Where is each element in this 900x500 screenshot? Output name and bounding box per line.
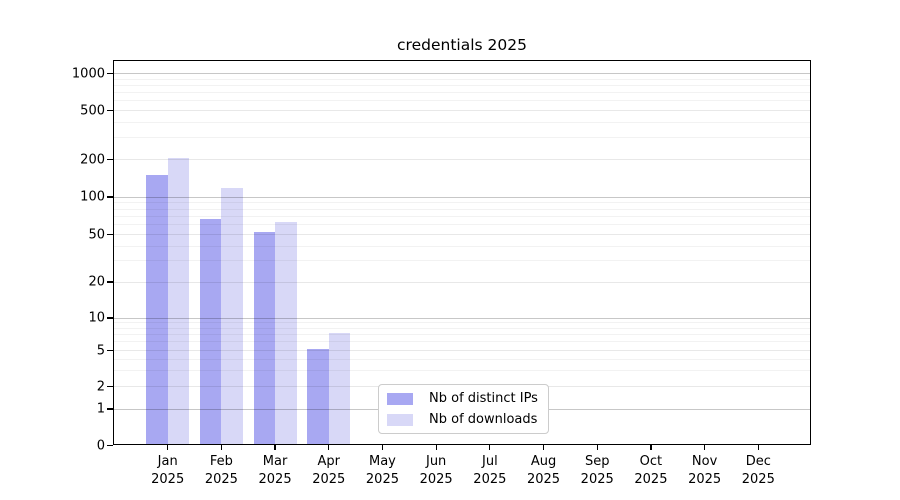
x-tick-mark bbox=[542, 444, 545, 450]
y-tick-label: 0 bbox=[96, 438, 105, 453]
bar-distinct-ips-jan bbox=[146, 175, 168, 444]
bar-downloads-feb bbox=[221, 187, 243, 444]
x-tick-label: Apr 2025 bbox=[312, 454, 346, 487]
gridline bbox=[114, 121, 810, 123]
gridline bbox=[114, 281, 810, 283]
x-tick-label: Mar 2025 bbox=[258, 454, 292, 487]
gridline bbox=[114, 215, 810, 217]
y-tick-mark bbox=[107, 109, 113, 112]
y-tick-label: 500 bbox=[80, 103, 105, 118]
y-tick-mark bbox=[107, 72, 113, 75]
x-tick-label: Jun 2025 bbox=[419, 454, 453, 487]
y-tick-label: 10 bbox=[88, 310, 105, 326]
x-tick-mark bbox=[435, 444, 437, 450]
legend-entry-distinct-ips: Nb of distinct IPs bbox=[387, 391, 538, 406]
x-tick-mark bbox=[274, 444, 276, 450]
x-tick-label: Jan 2025 bbox=[151, 454, 185, 487]
x-tick-label: Dec 2025 bbox=[741, 454, 775, 487]
gridline bbox=[114, 196, 810, 198]
bar-downloads-apr bbox=[328, 333, 351, 444]
x-tick-label: Nov 2025 bbox=[688, 454, 722, 487]
gridline bbox=[114, 73, 810, 74]
x-tick-label: May 2025 bbox=[365, 454, 399, 487]
x-tick-label: Oct 2025 bbox=[634, 454, 668, 487]
gridline bbox=[114, 317, 810, 319]
gridline bbox=[114, 245, 810, 247]
gridline bbox=[114, 159, 810, 160]
gridline bbox=[114, 334, 810, 336]
plot-area: Nb of distinct IPs Nb of downloads 0 1 2 5 1… bbox=[72, 60, 811, 487]
y-tick-label: 1 bbox=[96, 401, 105, 417]
legend-swatch-distinct-ips bbox=[387, 392, 413, 405]
gridline bbox=[114, 100, 810, 102]
gridline bbox=[114, 260, 810, 262]
y-tick-label: 1000 bbox=[71, 66, 105, 81]
y-tick-mark bbox=[107, 233, 113, 236]
x-tick-mark bbox=[167, 444, 169, 450]
bar-downloads-jan bbox=[167, 158, 190, 444]
y-tick-mark bbox=[107, 158, 113, 161]
x-tick-label: Jul 2025 bbox=[473, 454, 507, 487]
gridline bbox=[114, 202, 810, 204]
y-tick-label: 20 bbox=[88, 274, 105, 290]
gridline bbox=[114, 137, 810, 139]
y-tick-label: 5 bbox=[96, 343, 105, 358]
bar-distinct-ips-feb bbox=[199, 218, 222, 444]
x-tick-mark bbox=[489, 444, 491, 450]
y-tick-label: 200 bbox=[80, 152, 105, 167]
x-tick-mark bbox=[596, 444, 598, 450]
gridline bbox=[114, 341, 810, 343]
y-tick-mark bbox=[107, 385, 113, 388]
gridline bbox=[114, 224, 810, 226]
legend: Nb of distinct IPs Nb of downloads bbox=[378, 384, 549, 434]
x-tick-label: Sep 2025 bbox=[580, 454, 614, 487]
y-tick-label: 50 bbox=[88, 227, 105, 242]
legend-swatch-downloads bbox=[387, 413, 413, 426]
x-tick-mark bbox=[650, 444, 652, 450]
gridline bbox=[114, 370, 810, 372]
x-tick-label: Feb 2025 bbox=[204, 454, 238, 487]
y-tick-mark bbox=[107, 281, 113, 283]
legend-label-downloads: Nb of downloads bbox=[429, 412, 538, 427]
gridline bbox=[114, 110, 810, 111]
y-tick-label: 2 bbox=[96, 379, 105, 394]
gridline bbox=[114, 358, 810, 360]
bar-distinct-ips-mar bbox=[253, 231, 276, 444]
gridline bbox=[114, 327, 810, 329]
y-tick-mark bbox=[107, 317, 113, 319]
y-tick-mark bbox=[107, 408, 113, 410]
gridline bbox=[114, 78, 810, 80]
x-tick-label: Aug 2025 bbox=[526, 454, 561, 487]
bar-downloads-mar bbox=[275, 222, 297, 444]
x-tick-mark bbox=[220, 444, 222, 450]
y-tick-mark bbox=[107, 349, 113, 352]
x-tick-mark bbox=[381, 444, 384, 450]
y-tick-label: 100 bbox=[80, 189, 105, 205]
gridline bbox=[114, 234, 810, 235]
y-tick-mark bbox=[107, 196, 113, 198]
gridline bbox=[114, 84, 810, 86]
legend-label-distinct-ips: Nb of distinct IPs bbox=[429, 391, 538, 406]
gridline bbox=[114, 322, 810, 324]
x-tick-mark bbox=[328, 444, 330, 450]
x-tick-mark bbox=[757, 444, 759, 450]
y-tick-mark bbox=[107, 444, 113, 447]
gridline bbox=[114, 208, 810, 210]
gridline bbox=[114, 350, 810, 351]
x-tick-mark bbox=[704, 444, 706, 450]
bar-distinct-ips-apr bbox=[307, 349, 329, 444]
chart-title: credentials 2025 bbox=[397, 36, 527, 54]
gridline bbox=[114, 92, 810, 94]
legend-entry-downloads: Nb of downloads bbox=[387, 412, 538, 427]
